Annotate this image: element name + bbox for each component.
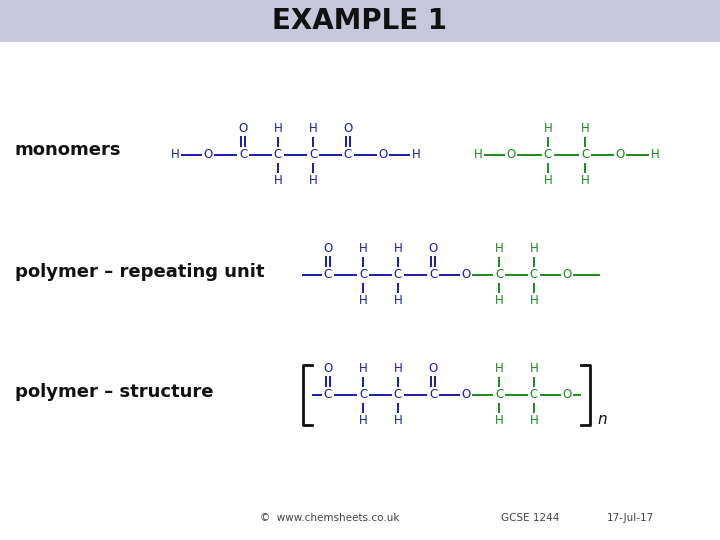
Text: H: H bbox=[412, 148, 420, 161]
Text: H: H bbox=[530, 415, 539, 428]
Text: H: H bbox=[474, 148, 482, 161]
Text: O: O bbox=[506, 148, 516, 161]
Text: H: H bbox=[274, 174, 282, 187]
Text: C: C bbox=[530, 268, 538, 281]
Text: H: H bbox=[495, 362, 503, 375]
Text: O: O bbox=[562, 388, 572, 402]
Text: H: H bbox=[580, 123, 590, 136]
Text: C: C bbox=[309, 148, 317, 161]
Text: C: C bbox=[359, 268, 367, 281]
Text: H: H bbox=[394, 362, 402, 375]
Text: C: C bbox=[324, 388, 332, 402]
Text: O: O bbox=[323, 361, 333, 375]
Text: C: C bbox=[495, 388, 503, 402]
Text: H: H bbox=[274, 123, 282, 136]
Text: H: H bbox=[309, 174, 318, 187]
Text: O: O bbox=[379, 148, 387, 161]
Text: C: C bbox=[324, 268, 332, 281]
Text: C: C bbox=[344, 148, 352, 161]
Text: C: C bbox=[429, 268, 437, 281]
Text: O: O bbox=[462, 388, 471, 402]
Text: H: H bbox=[530, 294, 539, 307]
Text: H: H bbox=[495, 294, 503, 307]
Text: C: C bbox=[429, 388, 437, 402]
Text: C: C bbox=[544, 148, 552, 161]
Text: ©  www.chemsheets.co.uk: © www.chemsheets.co.uk bbox=[260, 513, 400, 523]
Text: polymer – repeating unit: polymer – repeating unit bbox=[15, 263, 264, 281]
Text: H: H bbox=[530, 242, 539, 255]
Text: O: O bbox=[323, 241, 333, 254]
Text: H: H bbox=[394, 242, 402, 255]
Text: monomers: monomers bbox=[15, 141, 122, 159]
Text: H: H bbox=[359, 415, 367, 428]
Text: H: H bbox=[495, 415, 503, 428]
Text: O: O bbox=[428, 361, 438, 375]
Text: O: O bbox=[616, 148, 625, 161]
Text: H: H bbox=[530, 362, 539, 375]
Text: C: C bbox=[239, 148, 247, 161]
Text: C: C bbox=[394, 268, 402, 281]
Text: O: O bbox=[238, 122, 248, 134]
Text: H: H bbox=[580, 174, 590, 187]
Text: O: O bbox=[562, 268, 572, 281]
Text: polymer – structure: polymer – structure bbox=[15, 383, 214, 401]
Text: H: H bbox=[309, 123, 318, 136]
Text: H: H bbox=[359, 294, 367, 307]
Text: H: H bbox=[171, 148, 179, 161]
Text: C: C bbox=[495, 268, 503, 281]
Text: C: C bbox=[530, 388, 538, 402]
Text: n: n bbox=[597, 411, 607, 427]
Text: 17-Jul-17: 17-Jul-17 bbox=[606, 513, 654, 523]
Text: C: C bbox=[274, 148, 282, 161]
Text: H: H bbox=[394, 294, 402, 307]
Text: H: H bbox=[651, 148, 660, 161]
Text: H: H bbox=[359, 242, 367, 255]
Text: H: H bbox=[359, 362, 367, 375]
Text: O: O bbox=[343, 122, 353, 134]
Text: H: H bbox=[544, 123, 552, 136]
Bar bbox=[0, 0, 720, 42]
Text: C: C bbox=[394, 388, 402, 402]
Text: H: H bbox=[394, 415, 402, 428]
Text: GCSE 1244: GCSE 1244 bbox=[501, 513, 559, 523]
Text: C: C bbox=[359, 388, 367, 402]
Text: O: O bbox=[462, 268, 471, 281]
Text: EXAMPLE 1: EXAMPLE 1 bbox=[272, 7, 448, 35]
Text: O: O bbox=[428, 241, 438, 254]
Text: O: O bbox=[203, 148, 212, 161]
Text: H: H bbox=[495, 242, 503, 255]
Text: C: C bbox=[581, 148, 589, 161]
Text: H: H bbox=[544, 174, 552, 187]
